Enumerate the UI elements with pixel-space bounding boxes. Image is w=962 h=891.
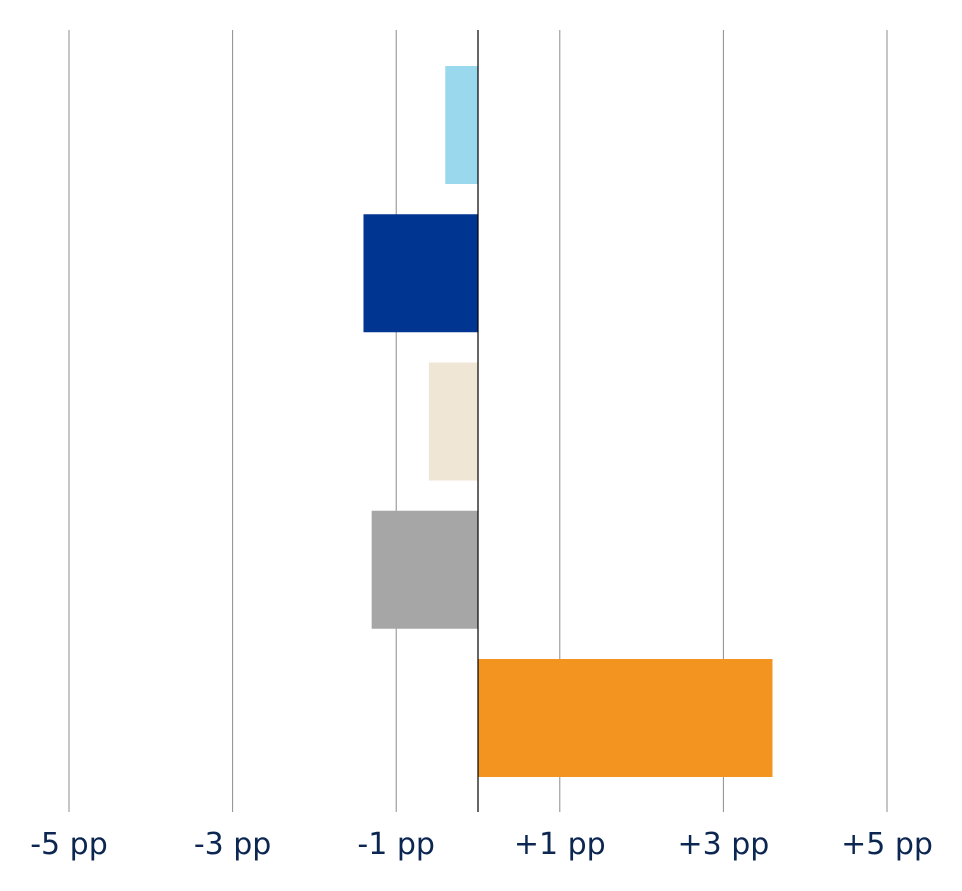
x-tick-label: +3 pp [677,827,769,862]
grid-lines [68,30,888,812]
x-tick-labels: -5 pp -3 pp -1 pp +1 pp +3 pp +5 pp [30,827,933,862]
bar [428,362,478,481]
x-tick-label: +1 pp [514,827,606,862]
x-tick-label: -1 pp [357,827,435,862]
bar [478,659,773,777]
x-tick-label: -5 pp [30,827,108,862]
bar [363,214,478,333]
bars [363,66,773,777]
bar [371,510,478,629]
bar [445,66,478,184]
x-tick-label: -3 pp [194,827,272,862]
x-tick-label: +5 pp [841,827,933,862]
